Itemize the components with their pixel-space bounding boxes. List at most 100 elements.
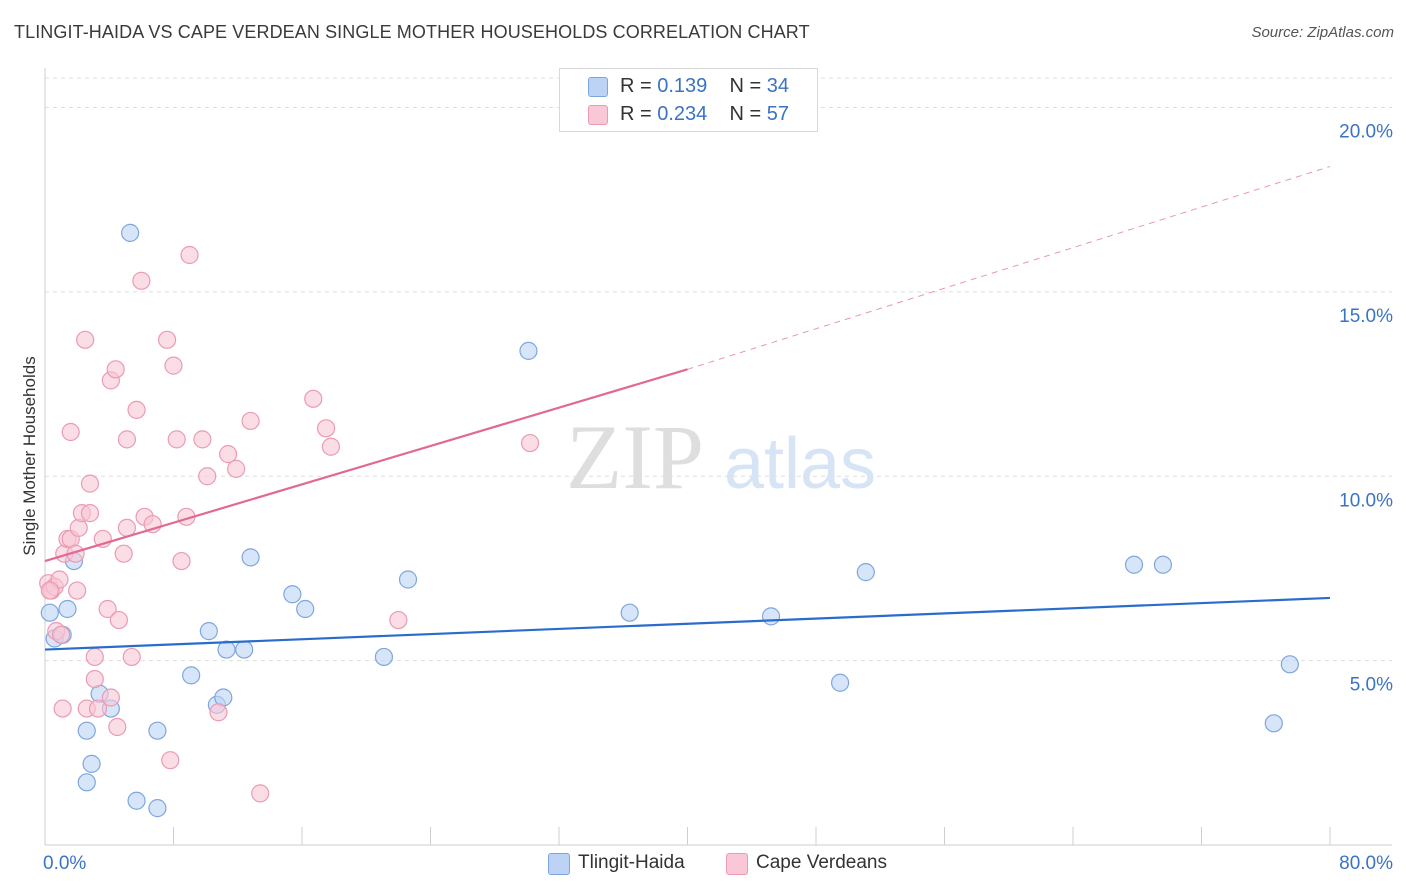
point-tlingit-haida bbox=[856, 563, 875, 582]
legend-text: R = 0.139 N = 34 bbox=[620, 75, 789, 98]
r-label: R = bbox=[620, 103, 658, 125]
point-cape-verdeans bbox=[108, 717, 127, 737]
series-swatch-pink bbox=[726, 853, 748, 875]
point-cape-verdeans bbox=[198, 467, 217, 486]
y-tick-label: 10.0% bbox=[1339, 490, 1393, 511]
point-cape-verdeans bbox=[76, 330, 95, 349]
trend-line-tlingit-haida bbox=[44, 596, 1331, 651]
point-tlingit-haida bbox=[199, 622, 218, 641]
point-cape-verdeans bbox=[80, 504, 100, 523]
source-label: Source: ZipAtlas.com bbox=[1251, 24, 1394, 41]
chart-title: TLINGIT-HAIDA VS CAPE VERDEAN SINGLE MOT… bbox=[14, 22, 810, 42]
grid-lines bbox=[45, 77, 1392, 662]
point-cape-verdeans bbox=[241, 411, 260, 431]
point-tlingit-haida bbox=[398, 570, 418, 589]
point-cape-verdeans bbox=[69, 518, 88, 537]
point-cape-verdeans bbox=[520, 433, 540, 453]
r-value: 0.139 bbox=[657, 75, 708, 97]
n-label: N = bbox=[729, 75, 767, 97]
series-name: Cape Verdeans bbox=[756, 852, 887, 873]
point-cape-verdeans bbox=[227, 459, 246, 478]
point-cape-verdeans bbox=[40, 581, 59, 600]
point-tlingit-haida bbox=[121, 223, 140, 242]
point-cape-verdeans bbox=[209, 703, 228, 722]
point-cape-verdeans bbox=[114, 544, 133, 563]
x-tick-label: 0.0% bbox=[43, 853, 86, 874]
point-cape-verdeans bbox=[180, 245, 199, 265]
point-cape-verdeans bbox=[53, 699, 72, 718]
tick-labels: 5.0% 10.0% 15.0% 20.0% 0.0% 80.0% bbox=[43, 122, 1393, 875]
point-tlingit-haida bbox=[148, 799, 167, 818]
point-cape-verdeans bbox=[251, 784, 270, 803]
y-axis-label: Single Mother Households bbox=[20, 356, 39, 556]
point-cape-verdeans bbox=[164, 356, 183, 375]
point-tlingit-haida bbox=[620, 603, 639, 622]
point-cape-verdeans bbox=[85, 647, 104, 667]
point-cape-verdeans bbox=[316, 419, 336, 438]
watermark-atlas: atlas bbox=[724, 424, 876, 504]
point-cape-verdeans bbox=[304, 389, 323, 408]
legend-text: R = 0.234 N = 57 bbox=[620, 103, 789, 126]
point-cape-verdeans bbox=[80, 474, 100, 493]
legend-swatch-blue bbox=[588, 77, 608, 97]
n-value: 57 bbox=[766, 103, 790, 125]
y-tick-label: 20.0% bbox=[1339, 122, 1393, 143]
point-cape-verdeans bbox=[122, 647, 141, 667]
point-tlingit-haida bbox=[127, 791, 146, 810]
point-cape-verdeans bbox=[167, 430, 186, 449]
series-name: Tlingit-Haida bbox=[578, 852, 685, 873]
point-tlingit-haida bbox=[82, 754, 101, 773]
n-label: N = bbox=[729, 103, 767, 125]
legend-swatch-pink bbox=[588, 105, 608, 125]
point-tlingit-haida bbox=[148, 721, 167, 740]
point-tlingit-haida bbox=[235, 640, 254, 659]
point-tlingit-haida bbox=[374, 647, 394, 667]
r-label: R = bbox=[620, 75, 658, 97]
trend-line-cape-verdeans-extension bbox=[687, 166, 1331, 370]
y-tick-label: 15.0% bbox=[1339, 306, 1393, 327]
point-cape-verdeans bbox=[88, 699, 108, 718]
point-tlingit-haida bbox=[1124, 555, 1144, 574]
point-tlingit-haida bbox=[241, 548, 260, 567]
point-cape-verdeans bbox=[106, 360, 125, 379]
point-tlingit-haida bbox=[283, 585, 302, 604]
r-value: 0.234 bbox=[657, 103, 708, 125]
point-cape-verdeans bbox=[68, 581, 87, 600]
data-points bbox=[39, 223, 1299, 818]
point-tlingit-haida bbox=[1153, 555, 1173, 574]
point-tlingit-haida bbox=[40, 603, 59, 622]
point-cape-verdeans bbox=[161, 751, 180, 770]
x-tick-label: 80.0% bbox=[1339, 853, 1393, 874]
point-cape-verdeans bbox=[117, 430, 137, 449]
trend-lines bbox=[44, 166, 1331, 651]
point-cape-verdeans bbox=[101, 688, 120, 707]
point-tlingit-haida bbox=[519, 341, 538, 360]
point-cape-verdeans bbox=[51, 625, 71, 644]
point-tlingit-haida bbox=[296, 599, 315, 619]
point-cape-verdeans bbox=[193, 430, 212, 449]
point-cape-verdeans bbox=[61, 422, 80, 442]
point-cape-verdeans bbox=[157, 330, 177, 349]
y-tick-label: 5.0% bbox=[1350, 675, 1393, 696]
trend-line-cape-verdeans bbox=[44, 368, 688, 563]
point-tlingit-haida bbox=[761, 607, 781, 626]
point-cape-verdeans bbox=[219, 445, 238, 464]
point-tlingit-haida bbox=[77, 721, 96, 740]
point-cape-verdeans bbox=[98, 599, 117, 619]
axes bbox=[44, 68, 1392, 846]
watermark-zip: ZIP bbox=[566, 406, 704, 508]
point-cape-verdeans bbox=[321, 437, 341, 456]
point-tlingit-haida bbox=[58, 599, 77, 619]
point-tlingit-haida bbox=[77, 773, 96, 792]
point-cape-verdeans bbox=[85, 669, 104, 689]
point-cape-verdeans bbox=[127, 400, 146, 419]
point-cape-verdeans bbox=[109, 610, 128, 630]
point-tlingit-haida bbox=[830, 673, 850, 692]
point-tlingit-haida bbox=[1280, 655, 1299, 674]
point-cape-verdeans bbox=[172, 551, 191, 571]
n-value: 34 bbox=[766, 75, 790, 97]
point-cape-verdeans bbox=[389, 610, 408, 630]
point-cape-verdeans bbox=[132, 271, 151, 290]
series-swatch-blue bbox=[548, 853, 570, 875]
